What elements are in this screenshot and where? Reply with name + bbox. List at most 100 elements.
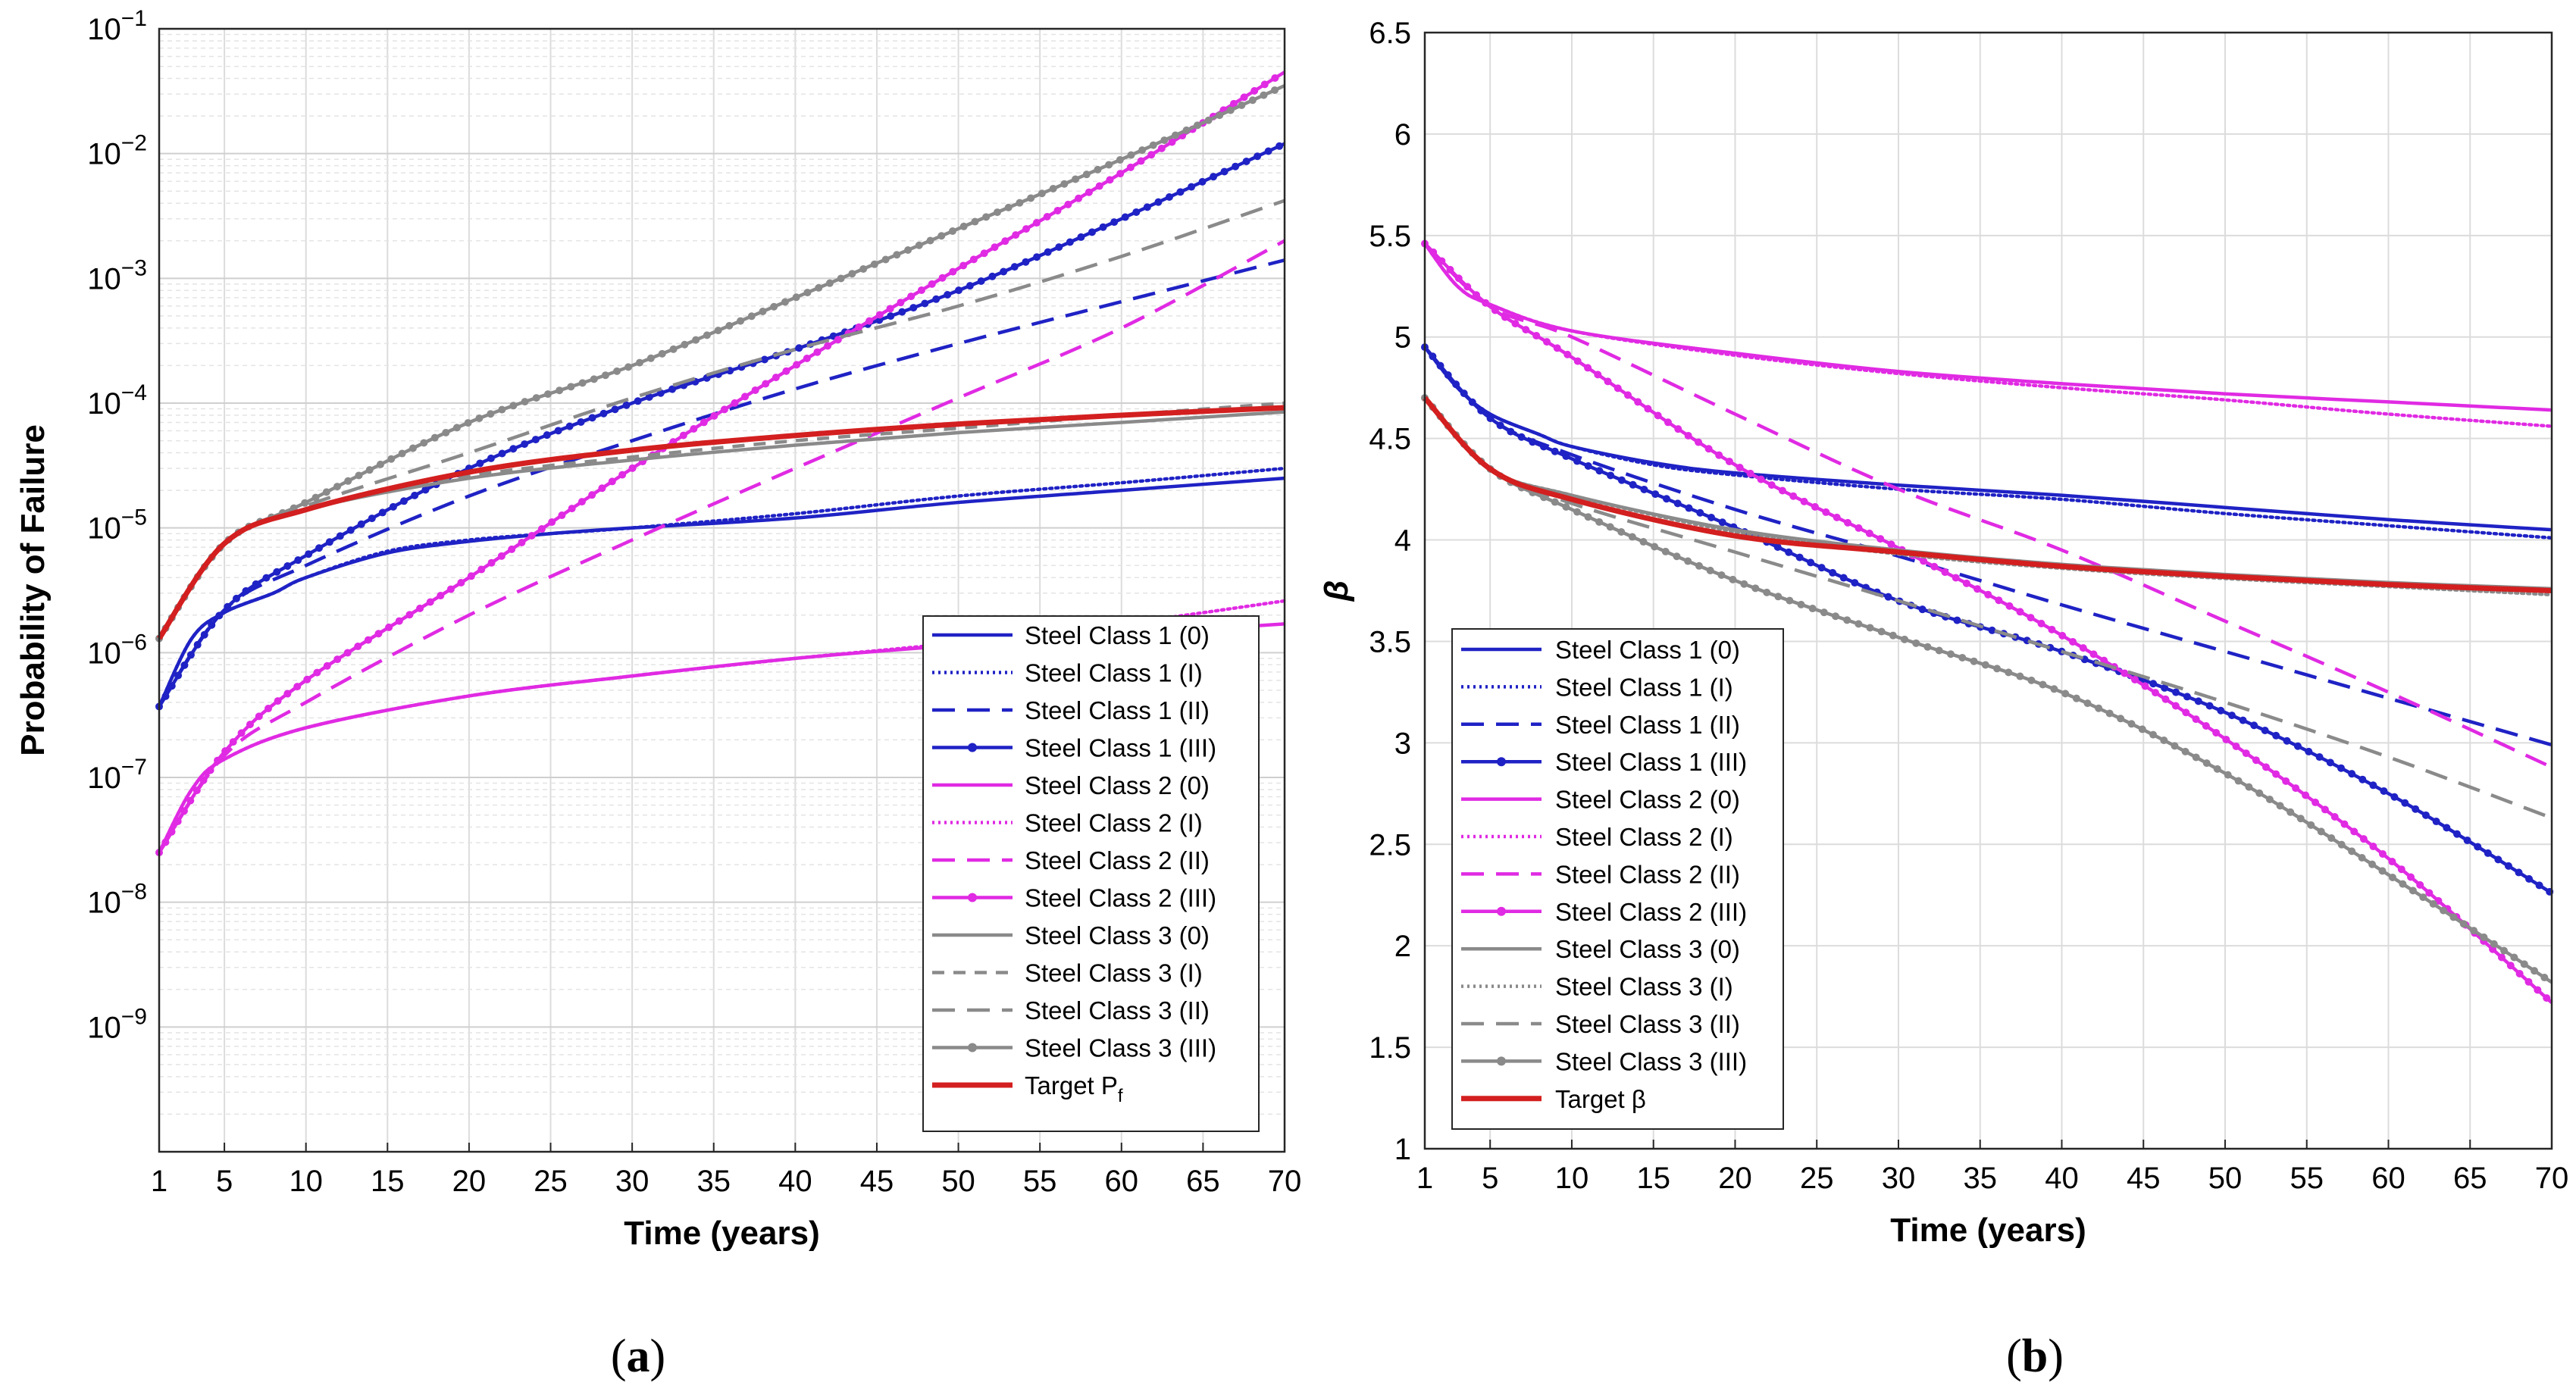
- series-marker: [2340, 820, 2349, 828]
- x-tick-label: 35: [1963, 1162, 1997, 1195]
- series-marker: [1240, 93, 1248, 102]
- series-marker: [792, 293, 800, 302]
- series-marker: [294, 556, 302, 565]
- series-marker: [1684, 431, 1692, 439]
- series-marker: [1486, 414, 1495, 423]
- series-marker: [1116, 156, 1124, 164]
- series-marker: [2463, 837, 2471, 845]
- series-marker: [577, 418, 585, 426]
- series-marker: [464, 419, 472, 427]
- series-marker: [1573, 357, 1582, 365]
- series-marker: [421, 486, 430, 494]
- series-marker: [2369, 781, 2377, 790]
- series-marker: [2429, 899, 2437, 908]
- series-marker: [2390, 793, 2399, 801]
- series-marker: [1877, 627, 1886, 636]
- series-marker: [1055, 243, 1063, 252]
- y-tick-label: 10−6: [87, 630, 147, 670]
- series-marker: [1501, 313, 1509, 321]
- series-marker: [2272, 731, 2280, 740]
- series-marker: [2515, 868, 2523, 877]
- x-tick-label: 45: [2127, 1162, 2161, 1195]
- series-marker: [1644, 405, 1652, 413]
- series-marker: [2161, 695, 2170, 703]
- series-marker: [1740, 580, 1748, 588]
- series-marker: [2474, 843, 2482, 851]
- series-marker: [1584, 513, 1592, 521]
- x-tick-label: 40: [778, 1165, 812, 1198]
- series-marker: [1988, 626, 1996, 634]
- series-marker: [518, 538, 526, 546]
- series-marker: [781, 298, 789, 306]
- series-marker: [186, 651, 195, 659]
- series-marker: [1216, 111, 1224, 120]
- series-marker: [1718, 518, 1726, 527]
- series-marker: [1044, 248, 1052, 256]
- series-marker: [700, 418, 708, 427]
- x-axis-label: Time (years): [624, 1215, 819, 1252]
- series-marker: [1958, 653, 1967, 662]
- series-marker: [1198, 177, 1207, 186]
- series-marker: [1468, 398, 1476, 406]
- legend-label: Steel Class 2 (III): [1025, 884, 1216, 912]
- series-marker: [395, 617, 403, 625]
- series-marker: [1594, 371, 1602, 379]
- series-marker: [2172, 688, 2180, 696]
- y-tick-label: 10−1: [87, 6, 147, 46]
- series-marker: [1685, 504, 1693, 512]
- series-marker: [762, 380, 770, 388]
- series-marker: [1194, 121, 1202, 130]
- axes-frame: [158, 27, 1286, 1153]
- series-marker: [1946, 650, 1955, 658]
- series-marker: [1606, 523, 1614, 531]
- series-marker: [608, 477, 616, 486]
- series-marker: [2419, 893, 2427, 902]
- series-marker: [2449, 913, 2458, 921]
- series-marker: [747, 312, 756, 321]
- legend-label: Steel Class 1 (0): [1025, 621, 1210, 649]
- chart-panel-b: 1 5 10 15 20 25 30 35 40 45 50 55 60 65 7011.522.533.5…: [1318, 17, 2568, 1382]
- series-marker: [1085, 188, 1093, 196]
- series-marker: [2079, 644, 2087, 652]
- series-marker: [2105, 709, 2114, 718]
- series-marker: [1517, 433, 1526, 441]
- series-marker: [1695, 561, 1703, 570]
- series-marker: [2327, 834, 2336, 843]
- series-marker: [1429, 248, 1438, 256]
- x-tick-label: 70: [1268, 1165, 1302, 1198]
- series-marker: [1584, 364, 1592, 372]
- series-marker: [751, 386, 759, 394]
- series-group: [1421, 239, 2554, 1004]
- series-marker: [1522, 326, 1530, 334]
- y-tick-label: 6.5: [1369, 17, 1411, 50]
- series-marker: [2504, 862, 2512, 870]
- series-marker: [1639, 538, 1648, 546]
- x-tick-label: 60: [1105, 1165, 1139, 1198]
- series-marker: [1715, 451, 1723, 459]
- series-marker: [887, 312, 895, 321]
- series-marker: [1532, 332, 1541, 340]
- series-marker: [305, 550, 313, 558]
- series-marker: [1923, 643, 1932, 651]
- y-tick-label: 2.5: [1369, 828, 1411, 862]
- series-marker: [2183, 693, 2191, 701]
- series-marker: [405, 611, 414, 619]
- series-marker: [2543, 994, 2551, 1002]
- series-marker: [1839, 574, 1848, 582]
- series-marker: [1204, 116, 1213, 124]
- series-marker: [938, 274, 947, 282]
- legend-label: Steel Class 3 (I): [1025, 959, 1203, 987]
- series-marker: [180, 807, 188, 815]
- series-marker: [690, 424, 698, 433]
- series-marker: [803, 289, 812, 297]
- series-marker: [959, 261, 968, 270]
- series-marker: [1789, 492, 1798, 500]
- series-marker: [1064, 200, 1072, 208]
- series-marker: [1242, 157, 1250, 165]
- series-marker: [1729, 575, 1737, 583]
- series-marker: [2160, 736, 2168, 744]
- series-marker: [1617, 527, 1626, 536]
- series-marker: [904, 246, 912, 255]
- series-marker: [837, 274, 845, 283]
